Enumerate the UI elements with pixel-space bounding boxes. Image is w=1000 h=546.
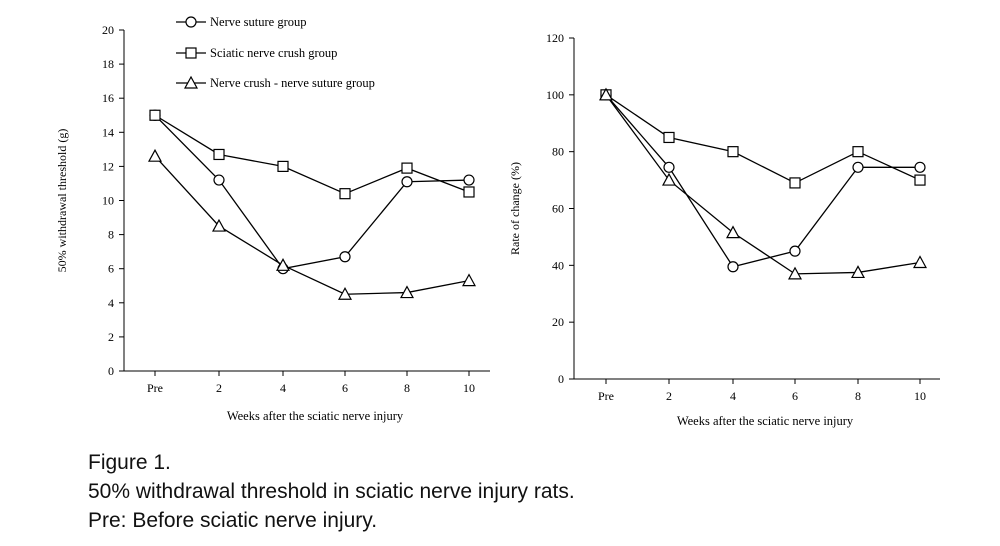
- caption-line-2: Pre: Before sciatic nerve injury.: [88, 509, 378, 532]
- x-axis-label: Weeks after the sciatic nerve injury: [677, 414, 854, 428]
- y-tick-label: 14: [102, 125, 114, 139]
- data-point-circle: [213, 174, 225, 186]
- x-tick-label: 10: [914, 389, 926, 403]
- data-point-triangle: [598, 87, 614, 101]
- y-tick-label: 20: [102, 23, 114, 37]
- x-axis-label: Weeks after the sciatic nerve injury: [227, 409, 404, 423]
- x-tick-label: 8: [404, 381, 410, 395]
- y-tick-label: 8: [108, 228, 114, 242]
- series-line: [605, 94, 921, 184]
- series-line: [154, 114, 470, 195]
- y-tick-label: 100: [546, 88, 564, 102]
- y-tick-label: 60: [552, 202, 564, 216]
- data-point-circle: [789, 245, 801, 257]
- x-tick-label: 2: [216, 381, 222, 395]
- data-point-circle: [663, 161, 675, 173]
- data-point-square: [149, 109, 161, 121]
- series-line: [605, 94, 920, 268]
- y-axis-label: 50% withdrawal threshold (g): [55, 129, 69, 273]
- y-tick-label: 2: [108, 330, 114, 344]
- data-point-circle: [914, 161, 926, 173]
- data-point-triangle: [912, 255, 928, 269]
- data-point-triangle: [211, 218, 227, 232]
- data-point-square: [663, 131, 675, 144]
- data-point-circle: [852, 161, 864, 173]
- legend-square-marker: [185, 47, 197, 59]
- y-tick-label: 20: [552, 315, 564, 329]
- y-tick-label: 18: [102, 57, 114, 71]
- series-circle: [149, 109, 475, 275]
- legend-label: Sciatic nerve crush group: [210, 46, 337, 60]
- x-tick-label: 4: [280, 381, 286, 395]
- legend-item: Nerve suture group: [176, 15, 307, 29]
- y-tick-label: 16: [102, 91, 114, 105]
- data-point-triangle: [850, 265, 866, 279]
- data-point-circle: [339, 251, 351, 263]
- y-tick-label: 10: [102, 194, 114, 208]
- data-point-triangle: [787, 266, 803, 280]
- data-point-square: [852, 146, 864, 158]
- y-axis-label: Rate of change (%): [508, 162, 522, 255]
- series-square: [149, 109, 475, 200]
- x-tick-label: Pre: [147, 381, 163, 395]
- legend: Nerve suture group Sciatic nerve crush gr…: [176, 15, 375, 90]
- series-square: [600, 89, 926, 189]
- data-point-circle: [401, 176, 413, 188]
- data-point-square: [213, 148, 225, 161]
- series-line: [154, 114, 470, 270]
- x-tick-label: 8: [855, 389, 861, 403]
- series-circle: [600, 89, 926, 273]
- series-line: [605, 94, 921, 275]
- legend-circle-marker: [185, 16, 197, 28]
- chart-withdrawal-threshold: 0 2 4 6 8 10 12 14 16 18 20 Pre 2 4 6 8 10 Weeks after th…: [55, 23, 490, 423]
- data-point-square: [789, 177, 801, 189]
- data-point-triangle: [399, 285, 415, 299]
- data-point-square: [339, 188, 351, 200]
- y-tick-label: 0: [558, 372, 564, 386]
- data-point-triangle: [337, 287, 353, 300]
- x-tick-label: 4: [730, 389, 736, 403]
- data-point-square: [914, 174, 926, 186]
- data-point-circle: [727, 261, 739, 273]
- series-triangle: [147, 148, 477, 300]
- legend-label: Nerve suture group: [210, 15, 307, 29]
- legend-triangle-marker: [183, 75, 199, 89]
- y-tick-label: 6: [108, 262, 114, 276]
- y-tick-label: 40: [552, 258, 564, 272]
- figure-caption: Figure 1. 50% withdrawal threshold in sc…: [88, 448, 575, 535]
- data-point-triangle: [461, 273, 477, 287]
- data-point-square: [277, 160, 289, 172]
- x-tick-label: Pre: [598, 389, 614, 403]
- data-point-triangle: [275, 258, 291, 271]
- legend-item: Sciatic nerve crush group: [176, 46, 337, 60]
- data-point-triangle: [725, 225, 741, 239]
- data-point-circle: [463, 174, 475, 186]
- caption-title: Figure 1.: [88, 451, 171, 474]
- legend-item: Nerve crush - nerve suture group: [176, 75, 375, 90]
- y-tick-label: 0: [108, 364, 114, 378]
- series-triangle: [598, 87, 928, 280]
- legend-label: Nerve crush - nerve suture group: [210, 76, 375, 90]
- y-tick-label: 80: [552, 145, 564, 159]
- x-tick-label: 10: [463, 381, 475, 395]
- y-tick-label: 4: [108, 296, 114, 310]
- data-point-square: [463, 186, 475, 198]
- data-point-square: [401, 162, 413, 174]
- data-point-square: [727, 146, 739, 158]
- data-point-triangle: [147, 148, 163, 162]
- chart-rate-of-change: 0 20 40 60 80 100 120 Pre 2 4 6 8 10 Weeks after the …: [508, 31, 940, 428]
- data-point-triangle: [661, 172, 677, 186]
- caption-line-1: 50% withdrawal threshold in sciatic nerv…: [88, 480, 575, 503]
- x-tick-label: 2: [666, 389, 672, 403]
- x-tick-label: 6: [792, 389, 798, 403]
- x-tick-label: 6: [342, 381, 348, 395]
- y-tick-label: 12: [102, 159, 114, 173]
- y-tick-label: 120: [546, 31, 564, 45]
- series-line: [154, 155, 470, 295]
